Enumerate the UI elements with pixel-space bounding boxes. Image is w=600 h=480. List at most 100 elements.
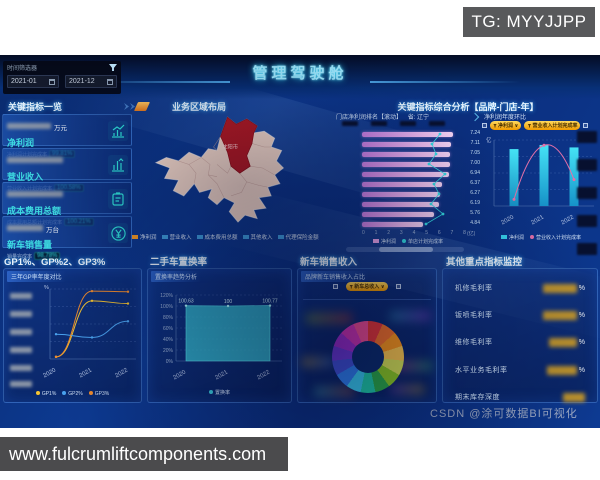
replacement-dot (184, 304, 188, 307)
title-decoration (80, 81, 230, 83)
ranking-value: 6.27 (470, 190, 480, 196)
used-car-section-title: 二手车置换率 (150, 257, 208, 268)
axis-tick: 7 (450, 230, 454, 236)
legend-item[interactable]: GP3% (88, 391, 109, 397)
end-date-input[interactable]: 2021-12 (65, 75, 117, 88)
kpi-name: 净利润 (7, 138, 35, 148)
redacted-value (342, 121, 358, 126)
slider-thumb[interactable] (379, 247, 434, 252)
map-region-shenyang[interactable] (220, 116, 258, 174)
gp-line (55, 290, 129, 358)
metric-filter-button[interactable]: 营业收入计划完成率 (524, 121, 581, 130)
store-ranking-panel: 门店净利润排名【滚动】 省: 辽宁 7.24 7.11 7.05 7.00 6.94 6.… (336, 112, 480, 254)
time-filter-label: 时间筛选器 (7, 66, 38, 72)
data-zoom-slider[interactable] (346, 247, 464, 252)
checkbox[interactable] (333, 284, 339, 289)
ranking-value: 7.00 (470, 160, 480, 166)
completion-dot (429, 202, 433, 206)
redacted-value (577, 215, 597, 227)
data-label: 100.77 (262, 299, 278, 305)
axis-tick: 3 (399, 230, 403, 236)
yoy-panel: 净利润年度环比 净利润 ∨ 营业收入计划完成率 2020 2021 2022 亿 净利… (482, 112, 600, 254)
kpi-badge: 98.78% (34, 252, 61, 260)
legend-swatch (242, 235, 249, 239)
kpi-card-new-car-sales[interactable]: 万台 新车销售量 销量完成率 98.78% (2, 216, 132, 260)
calendar-icon (107, 78, 113, 85)
start-date-value: 2021-01 (11, 78, 37, 85)
axis-tick: 2021 (214, 369, 229, 381)
checkbox[interactable] (482, 123, 487, 128)
legend-item[interactable]: 单店计划完成率 (402, 238, 443, 245)
axis-tick: 2022 (560, 214, 575, 226)
title-decoration (370, 81, 520, 83)
axis-tick: 2022 (256, 369, 271, 381)
funnel-icon (527, 123, 532, 128)
legend-item[interactable]: GP2% (62, 391, 83, 397)
legend-swatch (277, 235, 284, 239)
map-legend-item[interactable]: 成本费用总额 (196, 233, 238, 241)
legend-label: 营业收入计划完成率 (536, 235, 582, 241)
ranking-value: 6.19 (470, 200, 480, 206)
filter-funnel-icon[interactable] (109, 64, 117, 71)
completion-dot (438, 132, 442, 136)
axis-tick: 120% (160, 293, 173, 299)
metric-label: 维修毛利率 (455, 339, 493, 346)
monitor-row: 期末库存深度 (443, 392, 597, 402)
checkbox[interactable] (395, 284, 401, 289)
brand-share-donut-chart[interactable] (332, 321, 404, 393)
metric-filter-button[interactable]: 净利润 ∨ (490, 121, 522, 130)
start-date-input[interactable]: 2021-01 (7, 75, 59, 88)
legend-swatch (208, 390, 213, 394)
data-label: 100.63 (178, 299, 194, 305)
ranking-row: 7.05 (336, 149, 480, 159)
monitor-row: 维修毛利率 % (443, 337, 597, 347)
kpi-card-revenue[interactable]: 营业收入 营业收入计划完成率100.58% (2, 148, 132, 192)
yoy-line-dot (512, 197, 516, 201)
legend-label: 单店计划完成率 (408, 239, 444, 245)
map-province-shape[interactable] (154, 116, 285, 223)
map-legend-item[interactable]: 净利润 (132, 233, 157, 241)
ranking-row: 6.19 (336, 199, 480, 209)
axis-tick: 60% (163, 326, 174, 332)
yoy-controls: 净利润 ∨ 营业收入计划完成率 (482, 121, 589, 130)
legend-item[interactable]: GP1% (35, 391, 56, 397)
kpi-card-cost[interactable]: 成本费用总额 成本费用总额计划完成率100.21% (2, 182, 132, 226)
map-region-label: 沈阳市 (222, 143, 238, 151)
ranking-bar (362, 211, 434, 217)
bar-chart-trend-icon (108, 121, 128, 141)
legend-item[interactable]: 净利润 (500, 234, 524, 241)
yoy-bar (539, 144, 549, 206)
legend-item[interactable]: 净利润 (372, 238, 396, 245)
redacted-value (10, 293, 32, 299)
gp-svg: 2020 2021 2022% (42, 285, 136, 379)
map-legend-item[interactable]: 代理保险金额 (277, 233, 319, 241)
gp-line-dot (90, 336, 94, 339)
legend-swatch (88, 391, 93, 395)
ranking-value: 7.11 (470, 140, 480, 146)
map-legend-item[interactable]: 其他收入 (242, 233, 273, 241)
ranking-axis-unit: (亿) (467, 231, 476, 237)
kpi-card-net-profit[interactable]: 万元 净利润 净利润计划完成率99.81% (2, 114, 132, 158)
arrow-decoration (133, 102, 151, 111)
map-district-borders (178, 136, 275, 198)
chevron-decoration (124, 103, 129, 110)
site-watermark-text: www.fulcrumliftcomponents.com (9, 443, 267, 464)
checkbox[interactable] (583, 123, 589, 128)
censored-label-blob (302, 357, 334, 367)
expand-icon[interactable] (470, 112, 480, 122)
axis-tick: 2020 (172, 369, 187, 381)
newcar-total-button[interactable]: 新车总收入 ∨ (346, 282, 388, 291)
button-label: 净利润 ∨ (498, 123, 519, 129)
yoy-bar (509, 149, 519, 206)
censored-label-blob (306, 313, 352, 324)
redacted-value (577, 131, 597, 143)
legend-item[interactable]: 置换率 (208, 389, 230, 396)
legend-item[interactable]: 营业收入计划完成率 (530, 234, 581, 241)
metric-label: 期末库存深度 (455, 394, 500, 401)
axis-tick: 0% (166, 359, 174, 365)
map-legend: 净利润 营业收入 成本费用总额 其他收入 代理保险金额 (132, 233, 332, 241)
completion-dot (434, 152, 438, 156)
kpi-name: 新车销售量 (7, 240, 53, 250)
map-legend-item[interactable]: 营业收入 (161, 233, 192, 241)
ranking-bar (362, 141, 451, 147)
